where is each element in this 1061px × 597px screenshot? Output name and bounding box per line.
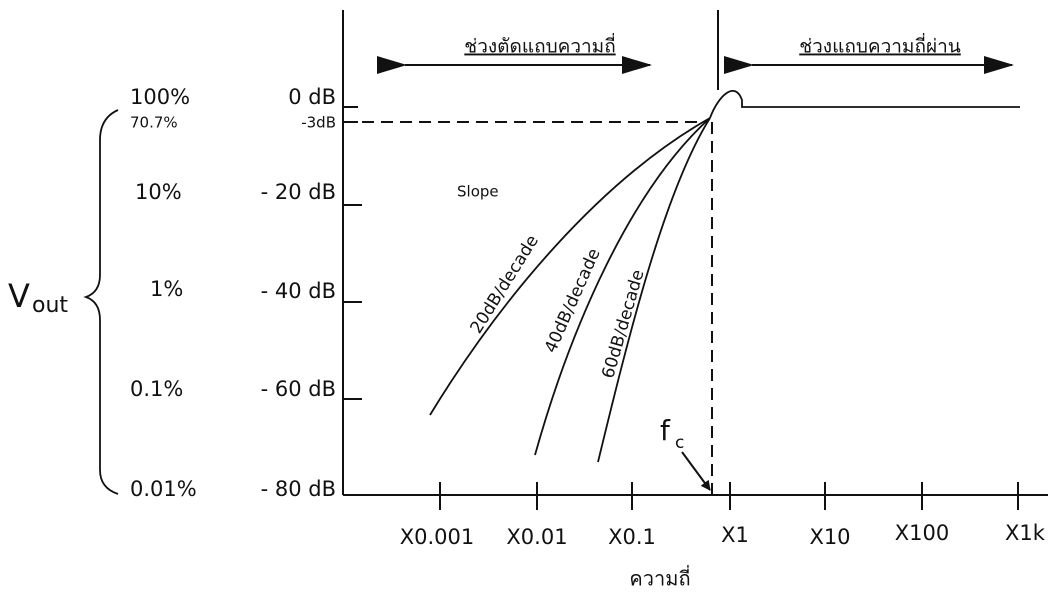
vout-sub: out [32, 293, 68, 318]
x-label: X100 [895, 521, 949, 545]
stopband-label: ช่วงตัดแถบความถี่ [464, 33, 615, 58]
slope-label: 20dB/decade [467, 232, 543, 338]
db-label: 0 dB [288, 85, 336, 109]
db-label: - 20 dB [261, 180, 336, 204]
curve-20db [429, 117, 711, 416]
percent-label: 70.7% [130, 114, 178, 132]
percent-labels: 100% 70.7% 10% 1% 0.1% 0.01% [130, 85, 197, 501]
percent-label: 100% [130, 85, 190, 109]
db-label: - 40 dB [261, 279, 336, 303]
fc-main: f [660, 414, 671, 447]
curve-40db [534, 117, 711, 456]
fc-arrow [681, 451, 711, 491]
passband-response [709, 90, 1020, 119]
percent-label: 1% [150, 277, 183, 301]
percent-label: 0.01% [130, 477, 197, 501]
fc-sub: c [675, 433, 684, 453]
slope-title: Slope [457, 183, 499, 201]
x-label: X0.01 [506, 525, 567, 549]
db-ticks [343, 106, 362, 400]
x-label: X0.001 [400, 525, 475, 549]
passband-label: ช่วงแถบความถี่ผ่าน [799, 33, 961, 58]
vout-main: V [8, 277, 30, 315]
x-label: X1 [721, 523, 749, 547]
x-title: ความถี่ [629, 565, 690, 591]
db-label: -3dB [301, 114, 336, 132]
x-labels: X0.001 X0.01 X0.1 X1 X10 X100 X1k [400, 521, 1046, 549]
x-label: X1k [1005, 521, 1046, 545]
x-label: X10 [809, 525, 850, 549]
percent-label: 10% [135, 180, 182, 204]
percent-label: 0.1% [130, 377, 183, 401]
db-labels: 0 dB -3dB - 20 dB - 40 dB - 60 dB - 80 d… [261, 85, 336, 501]
x-ticks [439, 482, 1019, 510]
db-label: - 60 dB [261, 377, 336, 401]
x-label: X0.1 [608, 525, 656, 549]
brace [83, 109, 119, 495]
curve-60db [597, 117, 711, 463]
db-label: - 80 dB [261, 477, 336, 501]
